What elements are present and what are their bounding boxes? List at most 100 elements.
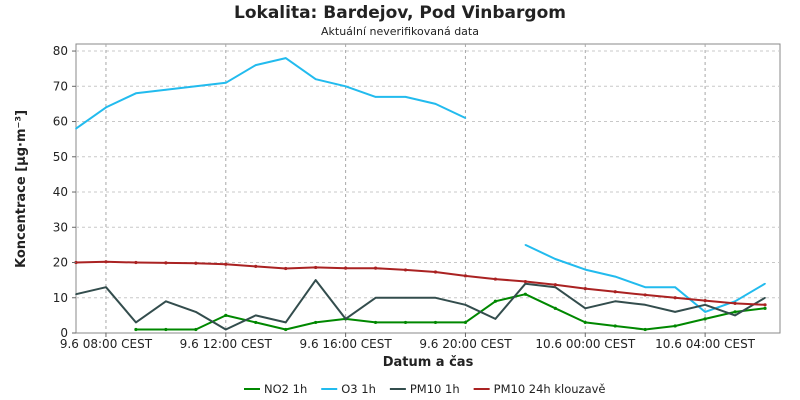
data-point <box>374 96 377 98</box>
data-point <box>224 313 228 317</box>
x-axis-title: Datum a čas <box>383 355 474 370</box>
data-point <box>224 262 228 266</box>
data-point <box>284 57 287 59</box>
data-point <box>734 300 736 303</box>
data-point <box>673 324 677 328</box>
data-point <box>523 292 527 296</box>
x-tick-label: 9.6 16:00 CEST <box>300 337 393 351</box>
data-point <box>613 324 617 328</box>
legend-item: PM10 24h klouzavě <box>473 382 606 396</box>
data-point <box>254 320 258 325</box>
data-point <box>524 244 527 246</box>
data-point <box>104 260 108 264</box>
data-point <box>734 314 736 317</box>
data-point <box>583 286 587 291</box>
data-point <box>164 261 168 265</box>
series-1 <box>75 57 766 313</box>
series-0 <box>134 292 767 332</box>
grid <box>76 44 780 333</box>
data-point <box>643 293 647 297</box>
data-point <box>404 96 407 98</box>
data-point <box>165 300 167 303</box>
data-point <box>403 320 408 325</box>
y-tick-label: 70 <box>53 79 68 93</box>
y-tick-label: 50 <box>53 150 68 164</box>
data-point <box>703 298 707 303</box>
data-point <box>523 279 527 284</box>
data-point <box>673 296 677 300</box>
data-point <box>703 317 707 321</box>
data-point <box>674 311 676 313</box>
data-point <box>463 274 468 278</box>
y-tick-label: 60 <box>53 115 68 129</box>
x-tick-label: 10.6 04:00 CEST <box>655 337 756 351</box>
data-point <box>733 301 737 305</box>
data-point <box>314 279 317 281</box>
data-point <box>224 328 227 331</box>
data-point <box>314 265 318 270</box>
legend: NO2 1h O3 1h PM10 1h PM10 24h klouzavě <box>244 382 606 396</box>
series-3 <box>74 260 767 307</box>
series-line <box>75 279 766 331</box>
chart-subtitle: Aktuální neverifikovaná data <box>321 25 479 38</box>
series-line <box>75 260 766 306</box>
data-point <box>764 296 766 299</box>
data-point <box>254 314 257 317</box>
data-point <box>374 296 377 299</box>
data-point <box>554 286 557 288</box>
legend-label: PM10 1h <box>410 382 460 396</box>
x-tick-label: 9.6 08:00 CEST <box>60 337 153 351</box>
data-point <box>493 299 498 303</box>
y-tick-label: 10 <box>53 291 68 305</box>
data-point <box>194 327 198 332</box>
data-point <box>344 318 347 320</box>
data-point <box>404 296 407 299</box>
data-point <box>494 318 497 320</box>
y-tick-label: 0 <box>60 326 68 340</box>
y-axis: 0 10 20 30 40 50 60 70 80 <box>53 44 76 340</box>
data-point <box>224 81 227 84</box>
data-point <box>644 304 646 306</box>
x-axis: 9.6 08:00 CEST 9.6 12:00 CEST 9.6 16:00 CE… <box>60 333 756 351</box>
data-point <box>764 282 766 285</box>
data-point <box>704 304 706 306</box>
legend-item: NO2 1h <box>244 382 307 396</box>
series-layer <box>74 57 767 332</box>
data-point <box>284 266 288 271</box>
data-point <box>344 85 347 88</box>
data-point <box>763 303 767 307</box>
series-line <box>135 293 766 331</box>
legend-label: PM10 24h klouzavě <box>494 382 606 396</box>
data-point <box>75 293 77 296</box>
data-point <box>105 106 107 109</box>
data-point <box>584 268 587 271</box>
y-tick-label: 80 <box>53 44 68 58</box>
data-point <box>314 78 317 81</box>
legend-item: PM10 1h <box>389 382 460 396</box>
data-point <box>763 306 767 310</box>
data-point <box>165 89 167 91</box>
legend-item: O3 1h <box>321 382 376 396</box>
data-point <box>704 311 706 313</box>
data-point <box>373 266 378 270</box>
data-point <box>553 306 557 310</box>
data-point <box>254 64 257 66</box>
data-point <box>135 92 137 95</box>
plot-area <box>75 43 781 334</box>
data-point <box>674 286 676 288</box>
data-point <box>134 327 138 332</box>
data-point <box>164 327 168 332</box>
data-point <box>733 310 737 314</box>
data-point <box>433 270 438 274</box>
data-point <box>434 296 437 299</box>
data-point <box>254 264 258 268</box>
data-point <box>583 320 587 325</box>
data-point <box>524 282 527 285</box>
data-point <box>464 117 467 119</box>
data-point <box>105 286 107 288</box>
data-point <box>194 261 198 265</box>
y-tick-label: 30 <box>53 220 68 234</box>
data-point <box>644 286 646 288</box>
data-point <box>284 327 288 332</box>
